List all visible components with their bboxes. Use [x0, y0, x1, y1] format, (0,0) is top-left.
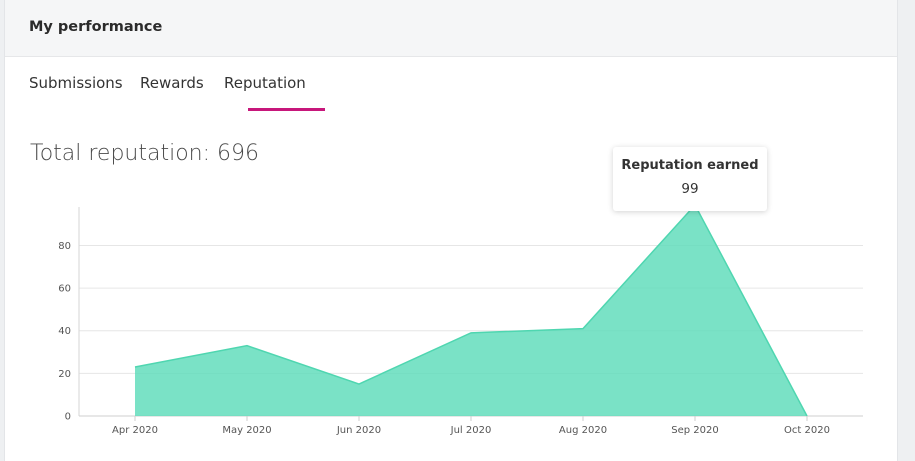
x-tick-label: Apr 2020	[112, 425, 158, 436]
y-tick-label: 0	[65, 412, 71, 423]
card-title: My performance	[29, 19, 163, 35]
tooltip-title: Reputation earned	[621, 158, 759, 173]
y-tick-label: 80	[58, 241, 71, 252]
total-reputation: Total reputation: 696	[30, 141, 260, 166]
y-tick-label: 60	[58, 284, 71, 295]
area-fill	[135, 205, 807, 416]
card-header: My performance	[5, 0, 897, 57]
y-tick-label: 40	[58, 326, 71, 337]
y-tick-label: 20	[58, 369, 71, 380]
x-tick-label: Sep 2020	[671, 425, 718, 436]
tab-reputation[interactable]: Reputation	[224, 74, 306, 92]
x-tick-label: Jul 2020	[450, 425, 492, 436]
x-tick-label: Oct 2020	[784, 425, 830, 436]
x-tick-label: May 2020	[222, 425, 271, 436]
tab-submissions[interactable]: Submissions	[29, 74, 123, 92]
active-tab-indicator	[248, 108, 325, 111]
tab-rewards[interactable]: Rewards	[140, 74, 204, 92]
x-tick-label: Aug 2020	[559, 425, 607, 436]
tooltip-value: 99	[681, 181, 699, 197]
chart-tooltip: Reputation earned 99	[613, 147, 767, 211]
x-tick-label: Jun 2020	[336, 425, 381, 436]
